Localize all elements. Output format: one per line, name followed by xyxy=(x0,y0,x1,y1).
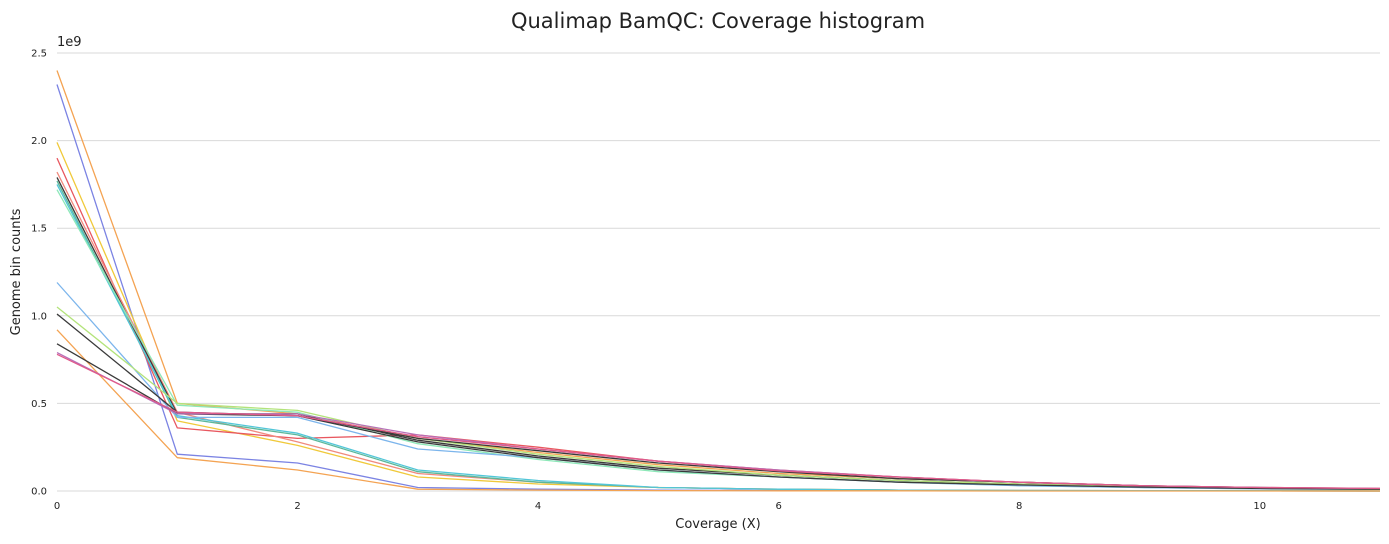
x-axis-label: Coverage (X) xyxy=(675,517,760,532)
y-axis-label: Genome bin counts xyxy=(9,208,24,335)
x-tick-label: 10 xyxy=(1253,501,1266,512)
y-tick-label: 2.5 xyxy=(31,49,47,60)
series-line-10[interactable] xyxy=(56,282,1381,490)
tick-layer: 0.0 0.5 1.0 1.5 2.0 2.5 0 2 4 6 8 10 xyxy=(31,49,1266,513)
series-line-7[interactable] xyxy=(56,180,1381,492)
series-line-6[interactable] xyxy=(56,177,1381,490)
series-line-4[interactable] xyxy=(56,157,1381,490)
grid-layer xyxy=(57,52,1380,492)
x-tick-label: 2 xyxy=(294,501,300,512)
series-line-16[interactable] xyxy=(56,353,1381,490)
y-tick-label: 1.5 xyxy=(31,224,47,235)
series-line-5[interactable] xyxy=(56,171,1381,492)
x-tick-label: 4 xyxy=(535,501,541,512)
series-line-1[interactable] xyxy=(56,70,1381,490)
y-multiplier-label: 1e9 xyxy=(57,35,82,50)
series-layer xyxy=(56,70,1381,492)
series-line-15[interactable] xyxy=(56,352,1381,490)
series-line-12[interactable] xyxy=(56,313,1381,490)
x-tick-label: 8 xyxy=(1016,501,1022,512)
chart-title: Qualimap BamQC: Coverage histogram xyxy=(511,9,925,33)
y-tick-label: 0.5 xyxy=(31,399,47,410)
series-line-11[interactable] xyxy=(56,306,1381,490)
x-tick-label: 0 xyxy=(54,501,60,512)
series-line-13[interactable] xyxy=(56,329,1380,492)
series-line-14[interactable] xyxy=(56,343,1381,490)
series-line-8[interactable] xyxy=(56,184,1381,492)
series-line-9[interactable] xyxy=(56,189,1381,490)
y-tick-label: 2.0 xyxy=(31,136,47,147)
y-tick-label: 0.0 xyxy=(31,487,47,498)
x-tick-label: 6 xyxy=(775,501,781,512)
y-tick-label: 1.0 xyxy=(31,311,47,322)
series-line-3[interactable] xyxy=(56,142,1381,492)
series-line-2[interactable] xyxy=(56,84,1381,492)
